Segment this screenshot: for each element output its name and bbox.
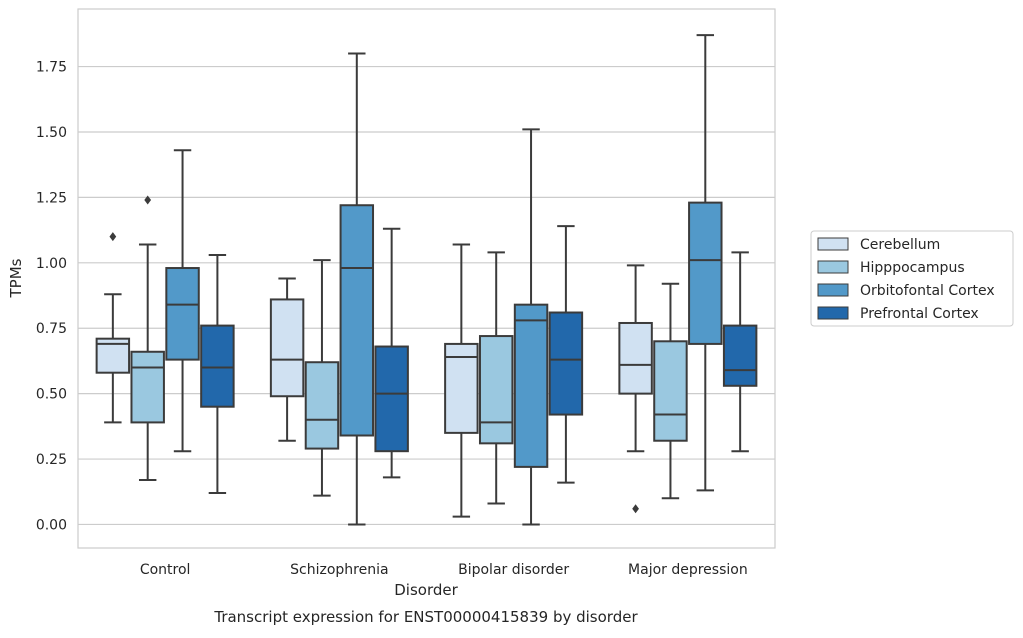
box-iqr [688,201,723,345]
legend-item: Orbitofontal Cortex [817,283,995,299]
box-hipppocampus [304,259,340,497]
legend: Cerebellum Hipppocampus Orbitofontal Corte… [810,230,1014,327]
box-groups [95,34,758,526]
x-tick-label: Schizophrenia [290,562,388,578]
box-iqr [653,340,688,442]
legend-swatch [817,237,849,251]
box-cerebellum [618,264,653,514]
category-group [95,149,235,495]
legend-label: Orbitofontal Cortex [860,283,995,299]
box-iqr [304,361,340,450]
legend-swatch [817,283,849,297]
box-cerebellum [444,243,479,518]
x-tick-label: Major depression [628,562,748,578]
box-cerebellum [95,232,131,424]
legend-item: Prefrontal Cortex [817,306,979,322]
y-tick-label: 0.50 [36,387,67,403]
outlier-point [144,195,152,205]
category-group [269,52,409,526]
box-orbitofontal-cortex [513,128,549,526]
box-prefrontal-cortex [200,253,235,495]
y-axis-ticks: 0.00 0.25 0.50 0.75 1.00 1.25 1.50 1.75 [36,60,67,534]
x-tick-label: Control [140,562,191,578]
legend-label: Hipppocampus [860,260,965,276]
box-iqr [618,321,653,395]
box-cerebellum [269,277,305,442]
y-tick-label: 1.75 [36,60,67,76]
box-iqr [548,311,584,416]
box-iqr [200,324,235,408]
box-iqr [165,267,200,361]
box-iqr [269,298,305,398]
chart-caption: Transcript expression for ENST0000041583… [213,608,638,626]
box-iqr [513,303,549,468]
box-hipppocampus [130,195,165,481]
legend-frame [810,230,1014,327]
category-group [444,128,584,526]
y-tick-label: 1.25 [36,190,67,206]
x-axis-label: Disorder [394,581,458,599]
y-tick-label: 0.00 [36,517,67,533]
plot-area-frame [77,8,776,549]
legend-item: Hipppocampus [817,260,965,276]
box-orbitofontal-cortex [339,52,375,526]
y-tick-label: 1.00 [36,256,67,272]
outlier-point [632,504,639,514]
legend-swatch [817,306,849,320]
legend-swatch [817,260,849,274]
x-tick-label: Bipolar disorder [458,562,569,578]
y-tick-label: 0.25 [36,452,67,468]
box-prefrontal-cortex [722,251,758,453]
y-tick-label: 1.50 [36,125,67,141]
outlier-point [109,232,117,242]
box-hipppocampus [653,282,688,500]
category-group [618,34,758,514]
y-axis-label: TPMs [7,258,25,298]
legend-label: Prefrontal Cortex [860,306,979,322]
box-iqr [444,342,479,434]
legend-label: Cerebellum [860,237,940,253]
box-iqr [130,350,165,424]
box-prefrontal-cortex [374,227,409,479]
box-orbitofontal-cortex [165,149,200,453]
box-iqr [374,345,409,453]
box-iqr [722,324,758,387]
box-orbitofontal-cortex [688,34,723,492]
y-tick-label: 0.75 [36,321,67,337]
x-axis-ticks: Control Schizophrenia Bipolar disorder Majo… [140,562,748,578]
legend-item: Cerebellum [817,237,940,253]
box-iqr [478,335,514,445]
box-iqr [339,204,375,437]
box-hipppocampus [478,251,514,505]
box-prefrontal-cortex [548,225,584,484]
